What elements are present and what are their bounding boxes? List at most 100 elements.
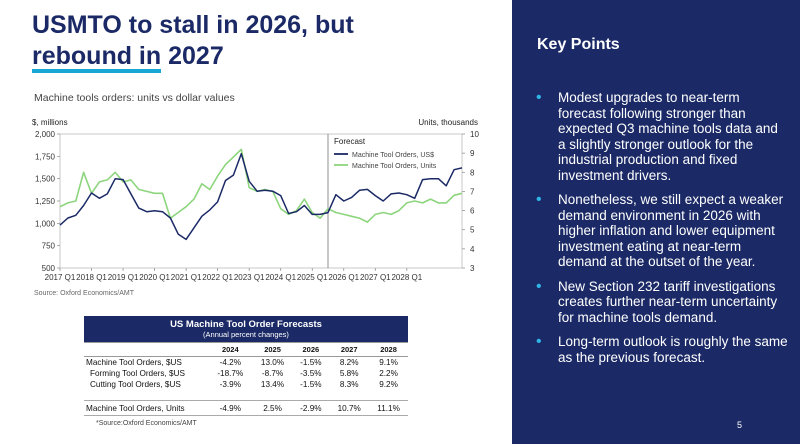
key-points-panel: Key Points • Modest upgrades to near-term…	[512, 0, 800, 444]
x-tick-label: 2027 Q1	[360, 273, 391, 282]
year-header: 2027	[329, 342, 370, 357]
series-line-dollars	[59, 152, 463, 241]
right-tick-label: 7	[470, 187, 475, 196]
table-row: Forming Tool Orders, $US -18.7% -8.7% -3…	[84, 368, 408, 379]
x-tick-label: 2022 Q1	[202, 273, 233, 282]
table-cell: 8.2%	[339, 358, 359, 367]
table-title: US Machine Tool Order Forecasts	[170, 319, 322, 330]
legend-label: Machine Tool Orders, Units	[352, 163, 437, 170]
table-row-units: Machine Tool Orders, Units -4.9% 2.5% -2…	[84, 400, 408, 416]
left-tick-label: 1,500	[35, 175, 56, 184]
slide-title: USMTO to stall in 2026, but rebound in 2…	[32, 10, 502, 73]
table-cell: -1.5%	[300, 358, 322, 367]
key-point: • Long-term outlook is roughly the same a…	[534, 334, 789, 365]
title-rest-text: 2027	[161, 42, 224, 70]
right-tick-label: 4	[470, 245, 475, 254]
right-tick-label: 5	[470, 226, 475, 235]
forecast-table: US Machine Tool Order Forecasts (Annual …	[84, 316, 408, 416]
right-tick-label: 10	[470, 130, 479, 139]
left-tick-label: 1,250	[35, 197, 56, 206]
right-tick-label: 8	[470, 168, 475, 177]
bullet-icon: •	[536, 89, 542, 106]
table-cell: 10.7%	[329, 400, 370, 416]
x-tick-label: 2028 Q1	[391, 273, 422, 282]
chart-title: Machine tools orders: units vs dollar va…	[34, 92, 235, 104]
legend-label: Machine Tool Orders, US$	[352, 152, 434, 159]
table-cell: 13.4%	[260, 380, 285, 389]
table-year-row: 2024 2025 2026 2027 2028	[84, 342, 408, 357]
title-line-2: rebound in 2027	[32, 41, 502, 73]
left-axis-title: $, millions	[32, 118, 68, 127]
key-points-heading: Key Points	[537, 36, 620, 53]
left-tick-label: 500	[42, 264, 56, 273]
title-underlined-text: rebound in	[32, 43, 162, 73]
bullet-icon: •	[536, 333, 542, 350]
row-label: Forming Tool Orders, $US	[90, 369, 185, 378]
x-tick-label: 2018 Q1	[76, 273, 107, 282]
table-cell: -2.9%	[292, 400, 330, 416]
row-label: Cutting Tool Orders, $US	[90, 380, 181, 389]
orders-line-chart: $, millions Units, thousands 500 750 1,000 1,…	[32, 118, 479, 282]
left-tick-label: 1,750	[35, 152, 56, 161]
table-row: Cutting Tool Orders, $US -3.9% 13.4% -1.…	[84, 379, 408, 390]
table-cell: 13.0%	[260, 358, 285, 367]
table-cell: 5.8%	[339, 369, 359, 378]
chart-source: Source: Oxford Economics/AMT	[34, 290, 134, 297]
table-cell: 2.2%	[379, 369, 398, 378]
key-point-text: Modest upgrades to near-term forecast fo…	[558, 90, 778, 183]
table-cell: -3.9%	[219, 380, 241, 389]
right-axis-title: Units, thousands	[418, 118, 478, 127]
x-tick-label: 2019 Q1	[108, 273, 139, 282]
table-cell: -18.7%	[217, 369, 244, 378]
row-label: Machine Tool Orders, Units	[84, 400, 208, 416]
series-line-units	[59, 148, 463, 223]
forecast-table-grid: 2024 2025 2026 2027 2028 Machine Tool Or…	[84, 342, 408, 416]
table-cell: -4.2%	[219, 358, 241, 367]
key-point: • Nonetheless, we still expect a weaker d…	[534, 192, 789, 270]
table-cell: 11.1%	[369, 400, 408, 416]
table-source: *Source:Oxford Economics/AMT	[96, 420, 197, 427]
row-label: Machine Tool Orders, $US	[86, 358, 182, 367]
x-tick-label: 2020 Q1	[139, 273, 170, 282]
table-cell: 8.3%	[339, 380, 359, 389]
x-tick-label: 2017 Q1	[45, 273, 76, 282]
forecast-label: Forecast	[334, 137, 366, 146]
right-tick-label: 9	[470, 149, 475, 158]
year-header: 2024	[208, 342, 253, 357]
left-tick-label: 2,000	[35, 130, 56, 139]
x-tick-label: 2024 Q1	[265, 273, 296, 282]
x-tick-label: 2026 Q1	[328, 273, 359, 282]
left-tick-label: 1,000	[35, 219, 56, 228]
table-cell: -3.5%	[300, 369, 322, 378]
x-tick-label: 2025 Q1	[297, 273, 328, 282]
table-corner-cell	[84, 342, 208, 357]
key-points-list: • Modest upgrades to near-term forecast f…	[534, 90, 789, 374]
table-row: Machine Tool Orders, $US -4.2% 13.0% -1.…	[84, 357, 408, 369]
key-point-text: Nonetheless, we still expect a weaker de…	[558, 192, 784, 269]
table-cell: -4.9%	[208, 400, 253, 416]
table-cell: 2.5%	[252, 400, 293, 416]
key-point: • New Section 232 tariff investigations c…	[534, 277, 789, 326]
key-point: • Modest upgrades to near-term forecast f…	[534, 90, 789, 183]
year-header: 2028	[369, 342, 408, 357]
left-tick-label: 750	[42, 242, 56, 251]
table-cell: -1.5%	[300, 380, 322, 389]
page-number: 5	[736, 420, 742, 430]
key-point-text: New Section 232 tariff investigations cr…	[558, 278, 778, 325]
bullet-icon: •	[536, 277, 542, 295]
key-point-text: Long-term outlook is roughly the same as…	[558, 334, 788, 365]
year-header: 2025	[252, 342, 293, 357]
table-cell: 9.1%	[379, 358, 398, 367]
table-header: US Machine Tool Order Forecasts (Annual …	[84, 316, 408, 342]
bullet-icon: •	[536, 191, 542, 208]
title-line-1: USMTO to stall in 2026, but	[32, 11, 354, 39]
table-subtitle: (Annual percent changes)	[203, 330, 289, 339]
right-tick-label: 6	[470, 207, 475, 216]
x-tick-label: 2021 Q1	[171, 273, 202, 282]
x-tick-label: 2023 Q1	[234, 273, 265, 282]
table-cell: -8.7%	[261, 369, 284, 378]
right-tick-label: 3	[470, 264, 475, 273]
spacer-cell	[84, 390, 408, 401]
table-spacer-row	[84, 390, 408, 401]
year-header: 2026	[292, 342, 330, 357]
